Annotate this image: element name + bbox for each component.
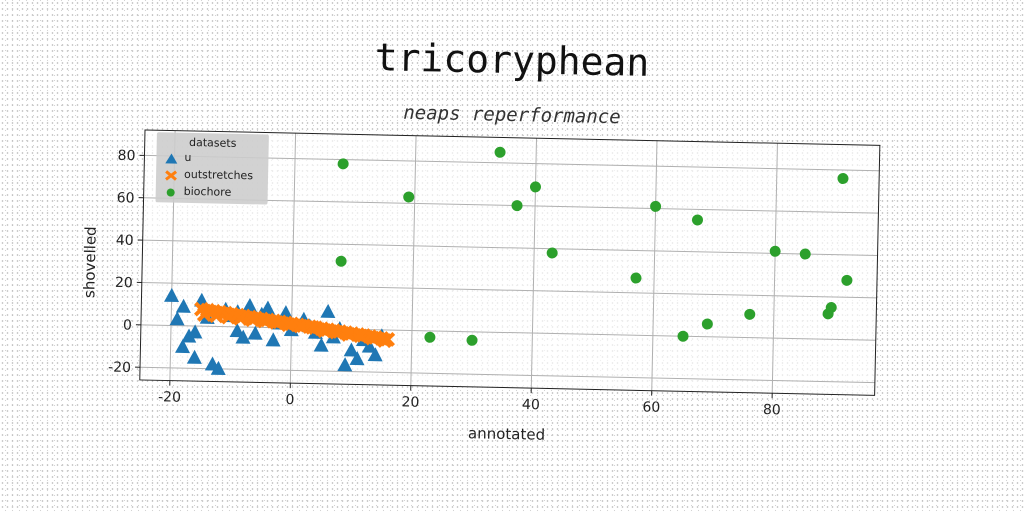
- x-tick-label: 60: [642, 399, 660, 415]
- data-point-biochore: [511, 200, 523, 212]
- data-point-biochore: [841, 274, 853, 286]
- data-point-biochore: [744, 308, 756, 320]
- data-point-u: [367, 347, 383, 362]
- data-point-biochore: [825, 302, 837, 314]
- x-tick-label: 80: [763, 402, 781, 418]
- legend-title: datasets: [188, 135, 237, 150]
- data-point-u: [247, 325, 263, 340]
- legend-label: biochore: [183, 184, 232, 199]
- data-point-u: [313, 337, 329, 352]
- x-grid-line: [289, 133, 297, 384]
- x-marker-icon: [165, 170, 178, 181]
- data-point-outstretches: [281, 317, 297, 333]
- data-point-outstretches: [341, 327, 357, 343]
- data-point-biochore: [337, 158, 349, 170]
- data-point-biochore: [799, 248, 811, 260]
- y-grid-line: [140, 366, 875, 384]
- data-point-u: [187, 324, 203, 339]
- data-point-biochore: [466, 334, 478, 346]
- data-point-biochore: [335, 255, 347, 267]
- data-point-biochore: [769, 245, 781, 257]
- data-point-u: [169, 311, 185, 326]
- data-point-u: [349, 351, 365, 366]
- plot-frame: [139, 129, 881, 396]
- data-point-outstretches: [305, 319, 321, 335]
- data-point-u: [242, 297, 258, 313]
- data-point-biochore: [529, 181, 541, 193]
- x-tick-label: 40: [522, 397, 540, 413]
- y-tick-label: 80: [117, 148, 135, 164]
- legend-label: outstretches: [183, 167, 254, 183]
- legend-label: u: [184, 150, 192, 164]
- data-point-u: [265, 332, 281, 347]
- x-grid-line: [530, 138, 538, 389]
- data-point-outstretches: [208, 308, 224, 324]
- data-point-outstretches: [365, 330, 381, 346]
- x-grid-line: [651, 140, 658, 391]
- data-point-outstretches: [220, 309, 236, 325]
- data-point-u: [278, 305, 294, 320]
- y-tick-label: 0: [123, 317, 132, 333]
- x-tick-label: 0: [285, 392, 294, 408]
- data-point-u: [343, 342, 359, 357]
- y-tick-label: 60: [117, 190, 135, 206]
- data-point-outstretches: [329, 324, 345, 340]
- chart-title: tricoryphean: [374, 35, 650, 85]
- legend: datasets u outstretches biochore: [155, 132, 269, 205]
- data-point-biochore: [630, 272, 642, 284]
- data-point-biochore: [494, 146, 506, 158]
- y-grid-line: [140, 324, 876, 341]
- data-point-outstretches: [269, 314, 285, 330]
- data-point-biochore: [837, 173, 849, 185]
- data-point-u: [175, 298, 191, 313]
- y-axis-label: shovelled: [80, 226, 100, 299]
- data-point-biochore: [546, 247, 558, 259]
- x-axis-label: annotated: [467, 424, 546, 444]
- data-point-biochore: [650, 200, 662, 212]
- plot-area: -20 0 20 40 60 80 -20 0 20 40 60 80 datasets u outs…: [108, 129, 881, 418]
- data-point-u: [164, 287, 180, 303]
- y-grid-line: [141, 282, 877, 299]
- data-point-u: [186, 349, 202, 364]
- data-point-u: [181, 328, 197, 343]
- x-tick-label: 20: [401, 394, 419, 410]
- data-point-outstretches: [377, 333, 393, 349]
- data-point-outstretches: [293, 318, 309, 334]
- scatter-plot: -20 0 20 40 60 80 -20 0 20 40 60 80: [108, 129, 881, 418]
- data-point-u: [175, 338, 191, 354]
- circle-marker-icon: [166, 188, 175, 197]
- data-point-outstretches: [244, 312, 261, 328]
- data-point-biochore: [691, 214, 703, 226]
- data-point-outstretches: [257, 313, 273, 329]
- data-point-u: [320, 303, 336, 318]
- y-grid-line: [142, 239, 878, 257]
- triangle-marker-icon: [165, 153, 178, 164]
- data-point-u: [361, 338, 377, 353]
- data-point-biochore: [424, 331, 436, 343]
- data-point-u: [235, 329, 251, 344]
- data-point-u: [210, 360, 226, 376]
- y-tick-label: 20: [115, 275, 133, 291]
- data-point-outstretches: [353, 328, 369, 344]
- y-tick-label: 40: [116, 233, 134, 249]
- data-point-outstretches: [317, 323, 333, 339]
- x-tick-label: -20: [158, 389, 181, 405]
- data-point-outstretches: [196, 307, 212, 323]
- data-point-u: [337, 357, 353, 372]
- data-point-outstretches: [232, 310, 248, 326]
- y-tick-label: -20: [108, 360, 131, 376]
- data-point-u: [260, 300, 276, 315]
- data-point-u: [229, 323, 245, 338]
- x-grid-line: [410, 135, 417, 386]
- x-grid-line: [771, 143, 778, 394]
- data-point-biochore: [701, 318, 713, 330]
- data-point-biochore: [677, 330, 689, 342]
- data-point-biochore: [403, 191, 415, 203]
